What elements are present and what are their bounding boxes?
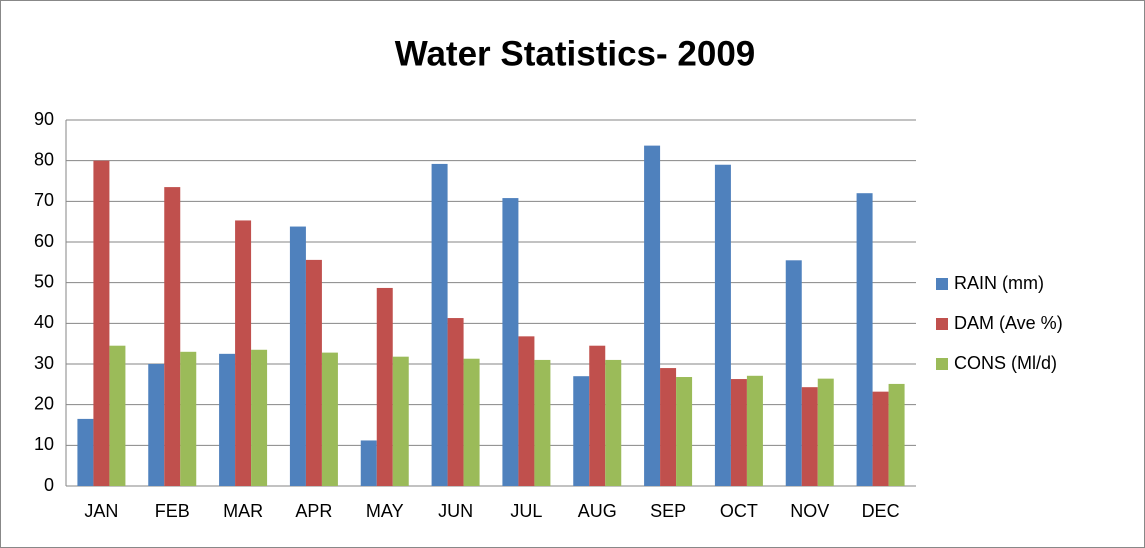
chart-title: Water Statistics- 2009: [395, 34, 756, 73]
bar: [785, 260, 802, 486]
x-tick-label: NOV: [790, 501, 829, 521]
bar: [219, 353, 236, 486]
x-tick-label: MAR: [223, 501, 263, 521]
legend-label: DAM (Ave %): [954, 313, 1063, 333]
bar: [660, 368, 677, 486]
y-tick-label: 50: [34, 271, 54, 291]
y-tick-label: 90: [34, 109, 54, 129]
x-tick-label: FEB: [155, 501, 190, 521]
x-tick-label: DEC: [862, 501, 900, 521]
bar: [801, 387, 818, 486]
y-tick-label: 30: [34, 353, 54, 373]
x-tick-label: JUL: [510, 501, 542, 521]
legend-label: CONS (Ml/d): [954, 353, 1057, 373]
y-tick-label: 10: [34, 434, 54, 454]
y-tick-label: 0: [44, 475, 54, 495]
legend-label: RAIN (mm): [954, 273, 1044, 293]
legend-swatch: [936, 278, 948, 290]
bar: [730, 379, 747, 486]
bar: [148, 364, 165, 486]
x-tick-label: OCT: [720, 501, 758, 521]
bar: [573, 376, 590, 486]
bar: [431, 163, 448, 487]
legend-swatch: [936, 358, 948, 370]
y-tick-label: 60: [34, 231, 54, 251]
bar: [251, 349, 268, 486]
bar: [676, 377, 693, 486]
bar: [164, 187, 181, 486]
bar: [872, 391, 889, 486]
x-tick-label: APR: [295, 501, 332, 521]
bar: [305, 259, 322, 486]
bar: [235, 220, 252, 487]
y-tick-label: 80: [34, 149, 54, 169]
y-tick-label: 40: [34, 312, 54, 332]
bar: [392, 356, 409, 486]
bar: [644, 145, 661, 486]
bar: [463, 358, 480, 486]
bar: [180, 351, 197, 486]
bar: [321, 352, 338, 486]
x-tick-label: JAN: [84, 501, 118, 521]
bar: [93, 160, 110, 486]
bar: [109, 345, 126, 486]
bar: [502, 198, 519, 486]
x-tick-label: JUN: [438, 501, 473, 521]
bar: [447, 318, 464, 486]
bar: [518, 336, 535, 486]
y-tick-label: 20: [34, 393, 54, 413]
bar: [534, 359, 551, 486]
legend-swatch: [936, 318, 948, 330]
bar: [746, 375, 763, 486]
bar: [77, 418, 94, 486]
bar: [856, 193, 873, 486]
bar: [888, 383, 905, 486]
bar: [589, 345, 606, 486]
x-tick-label: AUG: [578, 501, 617, 521]
x-tick-label: MAY: [366, 501, 404, 521]
bar: [376, 287, 393, 486]
x-tick-label: SEP: [650, 501, 686, 521]
bar: [289, 226, 306, 486]
bar: [714, 164, 731, 486]
y-tick-label: 70: [34, 190, 54, 210]
bar: [817, 378, 834, 486]
bar: [605, 359, 622, 486]
bar: [360, 440, 377, 486]
